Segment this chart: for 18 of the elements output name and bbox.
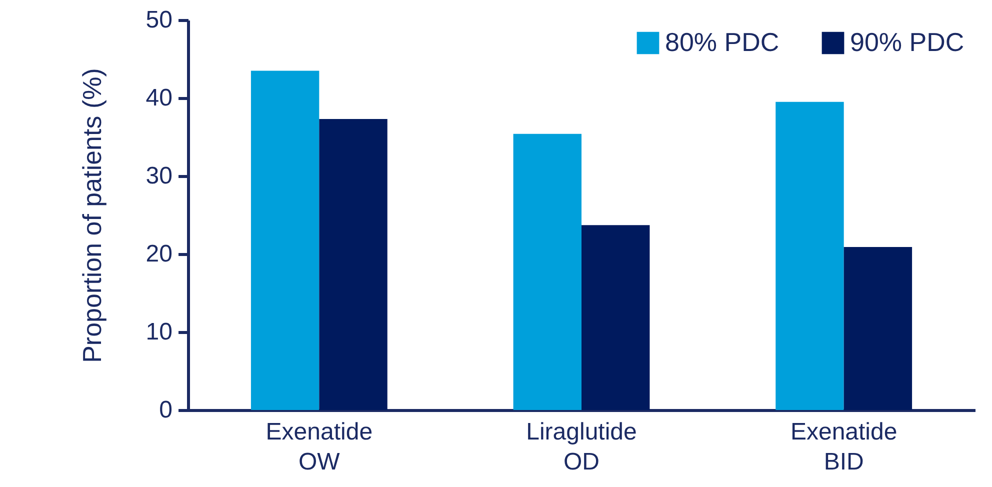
y-axis-title: Proportion of patients (%) bbox=[76, 68, 107, 363]
bar bbox=[776, 102, 844, 410]
legend-label: 80% PDC bbox=[665, 27, 780, 57]
x-tick-label: Exenatide BID bbox=[790, 418, 898, 476]
bar bbox=[319, 119, 388, 410]
bar bbox=[844, 246, 912, 410]
y-tick-label: 10 bbox=[146, 318, 172, 346]
bar bbox=[250, 70, 320, 410]
x-tick-label: Exenatide OW bbox=[266, 418, 373, 476]
y-tick-label: 20 bbox=[146, 240, 172, 268]
y-tick-label: 50 bbox=[146, 6, 172, 34]
y-tick-label: 30 bbox=[146, 162, 172, 190]
bar bbox=[513, 134, 582, 410]
legend-label: 90% PDC bbox=[850, 27, 964, 57]
y-tick-label: 40 bbox=[146, 84, 172, 112]
bar bbox=[582, 225, 650, 410]
y-tick-label: 0 bbox=[159, 396, 172, 424]
x-tick-label: Liraglutide OD bbox=[526, 418, 637, 476]
